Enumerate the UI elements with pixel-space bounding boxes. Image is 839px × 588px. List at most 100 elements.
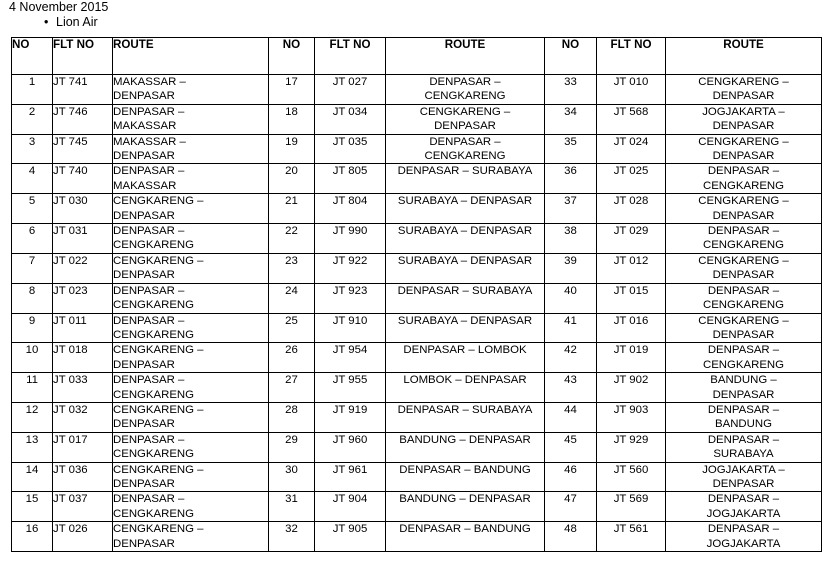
cell-no-3: 39 (544, 252, 597, 284)
cell-no-3: 42 (544, 342, 597, 374)
cell-route-3: DENPASAR – CENGKARENG (665, 282, 822, 314)
route-destination: JOGJAKARTA (706, 537, 781, 550)
cell-route-2: DENPASAR – BANDUNG (385, 461, 545, 493)
cell-no-2: 19 (268, 133, 315, 165)
cell-fltno-1: JT 740 (52, 163, 113, 195)
cell-fltno-3: JT 902 (596, 372, 666, 403)
cell-fltno-1: JT 033 (52, 372, 113, 403)
route-destination: BANDUNG (715, 418, 772, 431)
cell-route-3: CENGKARENG – DENPASAR (665, 74, 822, 105)
cell-fltno-2: JT 960 (314, 431, 386, 463)
column-header-route-3: ROUTE (665, 37, 822, 75)
cell-no-2: 23 (268, 252, 315, 284)
route-origin: DENPASAR – (429, 76, 501, 88)
cell-fltno-1: JT 032 (52, 401, 113, 433)
cell-route-1: CENGKARENG – DENPASAR (112, 461, 269, 493)
cell-fltno-1: JT 745 (52, 133, 113, 165)
cell-route-3: DENPASAR – CENGKARENG (665, 342, 822, 374)
table-header-row: NO FLT NO ROUTE NO FLT NO ROUTE NO FLT N… (11, 37, 822, 75)
route-destination: DENPASAR (712, 328, 775, 341)
route-destination: DENPASAR (113, 209, 175, 222)
cell-route-3: DENPASAR – BANDUNG (665, 401, 822, 433)
cell-route-3: CENGKARENG – DENPASAR (665, 312, 822, 344)
cell-route-2: DENPASAR – CENGKARENG (385, 133, 545, 165)
cell-route-3: CENGKARENG – DENPASAR (665, 252, 822, 284)
route-destination: MAKASSAR (113, 179, 177, 192)
column-header-route-2: ROUTE (385, 37, 545, 75)
cell-fltno-3: JT 015 (596, 282, 666, 314)
cell-no-1: 2 (11, 103, 53, 135)
route-origin: DENPASAR – (113, 165, 185, 178)
route-origin: MAKASSAR – (113, 135, 186, 148)
route-destination: CENGKARENG (113, 239, 195, 252)
table-header: NO FLT NO ROUTE NO FLT NO ROUTE NO FLT N… (11, 37, 822, 75)
cell-no-2: 17 (268, 74, 315, 105)
route-origin: DENPASAR – (707, 344, 780, 357)
route-origin: CENGKARENG – (698, 254, 789, 267)
cell-no-1: 6 (11, 223, 53, 254)
table-row: 3 JT 745 MAKASSAR – DENPASAR 19 JT 035 DENPASA… (11, 133, 822, 165)
route-origin: DENPASAR – (707, 433, 780, 446)
cell-route-2: DENPASAR – SURABAYA (385, 282, 545, 314)
cell-fltno-2: JT 954 (314, 342, 386, 374)
cell-fltno-3: JT 568 (596, 103, 666, 135)
cell-no-2: 26 (268, 342, 315, 374)
cell-no-2: 29 (268, 431, 315, 463)
cell-route-1: CENGKARENG – DENPASAR (112, 252, 269, 284)
cell-no-1: 14 (11, 461, 53, 493)
cell-fltno-1: JT 023 (52, 282, 113, 314)
cell-fltno-1: JT 022 (52, 252, 113, 284)
cell-route-1: DENPASAR – CENGKARENG (112, 282, 269, 314)
cell-route-3: DENPASAR – SURABAYA (665, 431, 822, 463)
table-row: 14 JT 036 CENGKARENG – DENPASAR 30 JT 961 DENP… (11, 461, 822, 493)
cell-route-3: DENPASAR – JOGJAKARTA (665, 521, 822, 552)
table-row: 9 JT 011 DENPASAR – CENGKARENG 25 JT 910 SURAB… (11, 312, 822, 344)
cell-route-1: DENPASAR – MAKASSAR (112, 163, 269, 195)
cell-no-2: 21 (268, 193, 315, 225)
column-header-route-1: ROUTE (112, 37, 269, 75)
route-destination: JOGJAKARTA (706, 507, 781, 520)
cell-fltno-1: JT 017 (52, 431, 113, 463)
cell-no-3: 33 (544, 74, 597, 105)
route-destination: MAKASSAR (113, 120, 177, 133)
cell-fltno-3: JT 929 (596, 431, 666, 463)
route-destination: DENPASAR (712, 90, 775, 103)
route-origin: JOGJAKARTA – (702, 463, 785, 476)
route-origin: CENGKARENG – (113, 523, 204, 536)
cell-fltno-2: JT 910 (314, 312, 386, 344)
cell-route-2: LOMBOK – DENPASAR (385, 372, 545, 403)
cell-fltno-1: JT 741 (52, 74, 113, 105)
cell-route-3: DENPASAR – CENGKARENG (665, 223, 822, 254)
route-destination: DENPASAR (113, 269, 175, 282)
cell-fltno-3: JT 569 (596, 491, 666, 523)
cell-no-1: 8 (11, 282, 53, 314)
table-row: 15 JT 037 DENPASAR – CENGKARENG 31 JT 904 BAND… (11, 491, 822, 523)
cell-route-3: CENGKARENG – DENPASAR (665, 193, 822, 225)
cell-route-3: BANDUNG – DENPASAR (665, 372, 822, 403)
bullet-icon: • (44, 15, 49, 29)
cell-route-1: MAKASSAR – DENPASAR (112, 133, 269, 165)
cell-no-1: 3 (11, 133, 53, 165)
route-destination: DENPASAR (113, 358, 175, 371)
cell-no-2: 22 (268, 223, 315, 254)
cell-no-2: 32 (268, 521, 315, 552)
cell-fltno-2: JT 955 (314, 372, 386, 403)
route-destination: SURABAYA (713, 448, 774, 461)
cell-no-1: 12 (11, 401, 53, 433)
cell-fltno-2: JT 027 (314, 74, 386, 105)
cell-fltno-3: JT 012 (596, 252, 666, 284)
cell-no-2: 30 (268, 461, 315, 493)
column-header-fltno-3: FLT NO (596, 37, 666, 75)
cell-no-1: 13 (11, 431, 53, 463)
cell-route-1: DENPASAR – CENGKARENG (112, 491, 269, 523)
cell-fltno-1: JT 037 (52, 491, 113, 523)
route-origin: DENPASAR – (113, 105, 185, 118)
cell-no-3: 46 (544, 461, 597, 493)
route-origin: DENPASAR – (113, 225, 185, 238)
cell-route-2: DENPASAR – SURABAYA (385, 163, 545, 195)
route-origin: CENGKARENG – (113, 344, 204, 357)
cell-route-1: CENGKARENG – DENPASAR (112, 342, 269, 374)
table-body: 1 JT 741 MAKASSAR – DENPASAR 17 JT 027 DENPASA… (11, 74, 822, 552)
route-origin: CENGKARENG – (113, 463, 204, 476)
cell-no-3: 44 (544, 401, 597, 433)
